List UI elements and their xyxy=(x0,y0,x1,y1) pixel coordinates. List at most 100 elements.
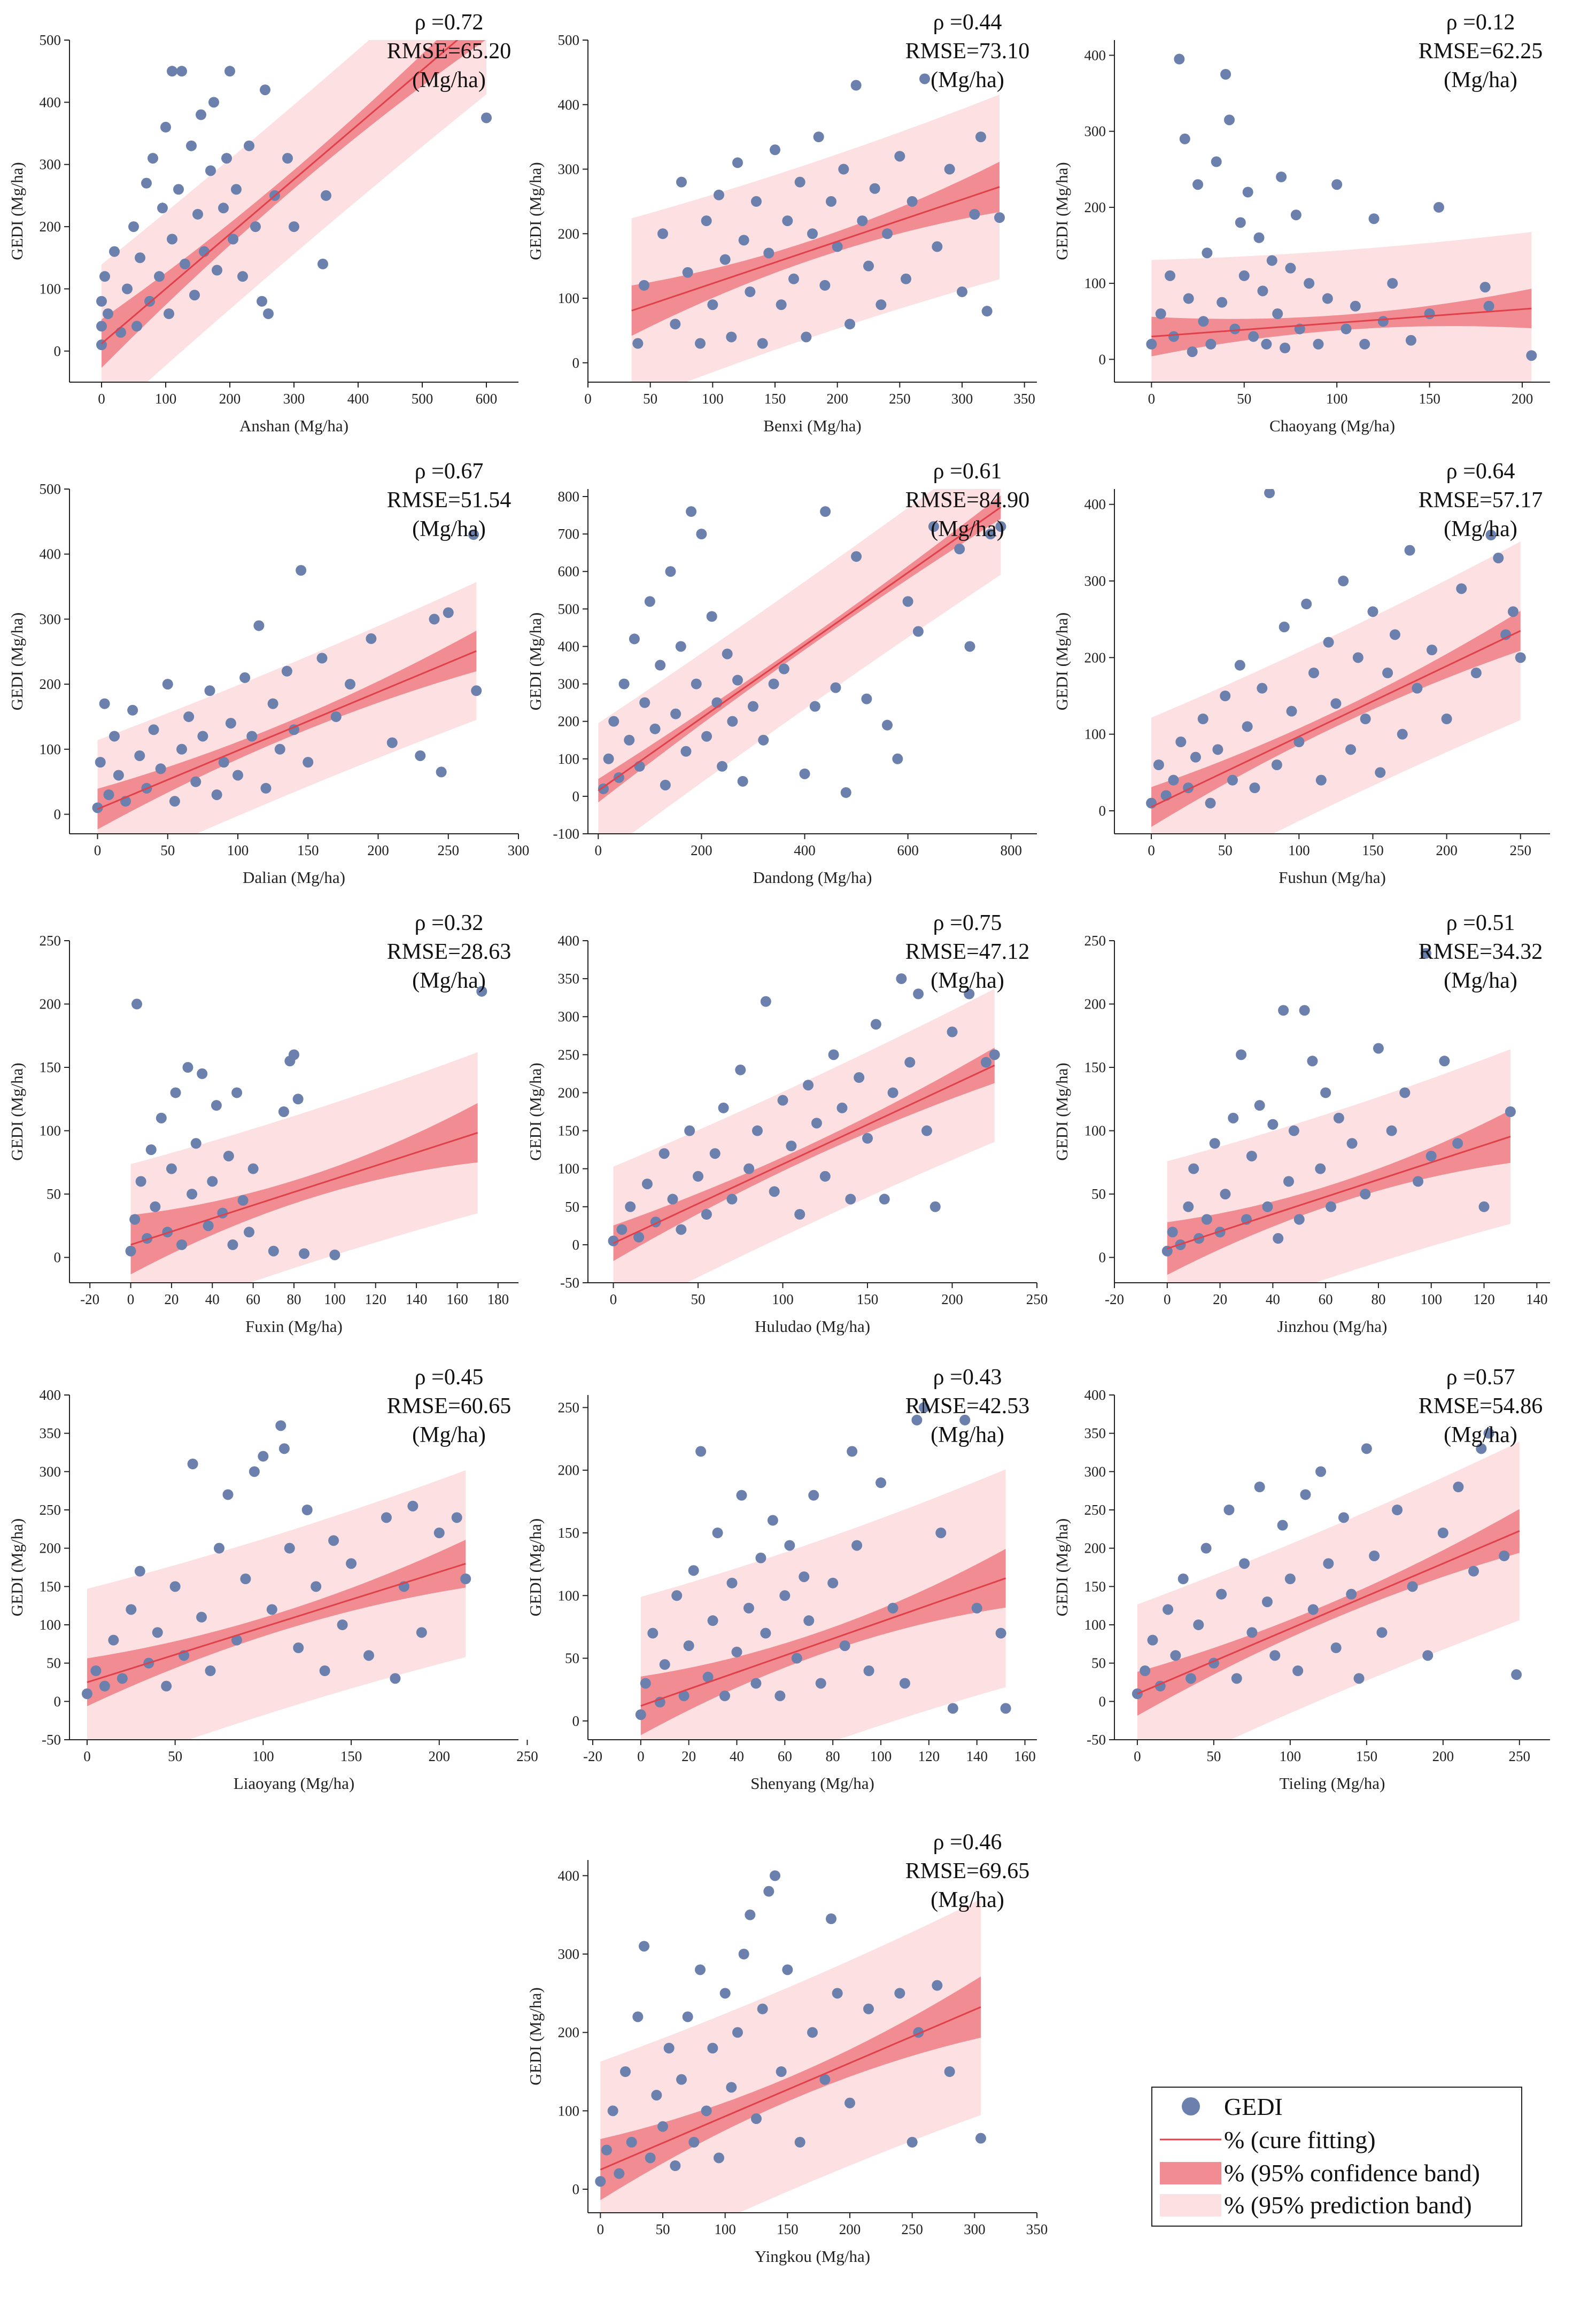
gedi-point xyxy=(204,685,215,696)
legend-label-prediction: % (95% prediction band) xyxy=(1224,2191,1472,2219)
gedi-point xyxy=(847,1446,858,1457)
x-tick-label: 150 xyxy=(764,391,786,407)
x-tick-label: 50 xyxy=(1237,391,1251,407)
gedi-point xyxy=(639,1941,649,1952)
gedi-point xyxy=(827,1577,839,1588)
rmse-unit-label: (Mg/ha) xyxy=(1444,68,1517,92)
gedi-point xyxy=(231,1634,242,1646)
gedi-point xyxy=(644,596,655,607)
gedi-point xyxy=(712,1528,723,1538)
gedi-point xyxy=(1193,1619,1204,1630)
gedi-point xyxy=(719,1690,731,1701)
gedi-point xyxy=(233,770,243,781)
gedi-point xyxy=(651,2090,662,2101)
rmse-label: RMSE=34.32 xyxy=(1419,940,1543,964)
gedi-point xyxy=(894,1988,905,1999)
gedi-point xyxy=(197,1068,208,1079)
gedi-point xyxy=(1368,213,1380,224)
gedi-point xyxy=(794,2137,805,2148)
gedi-point xyxy=(366,633,377,644)
x-tick-label: 200 xyxy=(219,391,241,407)
gedi-point xyxy=(838,164,849,175)
gedi-point xyxy=(296,565,307,576)
y-tick-label: 250 xyxy=(40,933,61,949)
gedi-point xyxy=(433,1528,445,1538)
gedi-point xyxy=(1279,622,1290,632)
gedi-point xyxy=(743,1163,755,1174)
y-tick-label: 400 xyxy=(558,1867,580,1884)
x-tick-label: 0 xyxy=(595,842,602,858)
gedi-point xyxy=(1280,343,1291,353)
gedi-point xyxy=(257,296,267,307)
gedi-point xyxy=(284,1543,295,1554)
gedi-point xyxy=(1323,1558,1334,1569)
y-tick-label: 250 xyxy=(558,1399,580,1415)
gedi-point xyxy=(1277,1520,1288,1531)
gedi-point xyxy=(719,254,731,265)
gedi-point xyxy=(892,753,903,764)
x-tick-label: 100 xyxy=(1288,842,1310,858)
gedi-point xyxy=(735,1064,746,1075)
gedi-point xyxy=(1412,683,1423,694)
gedi-point xyxy=(709,1148,720,1159)
y-tick-label: 400 xyxy=(40,546,61,562)
gedi-point xyxy=(919,73,930,84)
gedi-point xyxy=(714,189,724,200)
gedi-point xyxy=(959,1414,971,1425)
gedi-point xyxy=(819,280,831,291)
gedi-point xyxy=(1476,1443,1487,1454)
y-tick-label: 0 xyxy=(572,2181,580,2197)
x-axis-label: Liaoyang (Mg/ha) xyxy=(234,1774,354,1793)
x-tick-label: 150 xyxy=(1419,391,1440,407)
y-tick-label: 0 xyxy=(54,1693,61,1709)
gedi-point xyxy=(122,283,133,294)
gedi-point xyxy=(386,737,398,748)
x-tick-label: 50 xyxy=(643,391,657,407)
gedi-point xyxy=(208,97,219,108)
x-tick-label: 600 xyxy=(897,842,919,858)
x-tick-label: 100 xyxy=(324,1291,346,1307)
gedi-point xyxy=(750,1678,762,1689)
gedi-point xyxy=(299,1248,310,1259)
gedi-point xyxy=(678,1690,689,1701)
gedi-point xyxy=(1212,744,1223,755)
gedi-point xyxy=(675,641,686,652)
prediction-band xyxy=(87,1470,466,1740)
gedi-point xyxy=(845,319,855,330)
gedi-point xyxy=(774,1690,786,1701)
y-tick-label: 300 xyxy=(558,1009,580,1025)
gedi-point xyxy=(862,1133,873,1144)
gedi-point xyxy=(820,506,831,517)
gedi-point xyxy=(148,153,158,164)
gedi-point xyxy=(311,1581,322,1592)
y-tick-label: 100 xyxy=(558,1587,580,1603)
rmse-label: RMSE=65.20 xyxy=(387,39,512,64)
gedi-point xyxy=(316,653,328,664)
y-tick-label: 150 xyxy=(40,1059,61,1075)
gedi-point xyxy=(1346,1138,1358,1149)
y-axis-label: GEDI (Mg/ha) xyxy=(526,1518,545,1616)
gedi-point xyxy=(1389,629,1400,640)
gedi-point xyxy=(1526,350,1537,361)
x-tick-label: 200 xyxy=(1436,842,1458,858)
gedi-point xyxy=(684,1125,695,1136)
x-axis-label: Chaoyang (Mg/ha) xyxy=(1269,416,1395,435)
gedi-point xyxy=(701,731,712,742)
gedi-point xyxy=(182,1062,193,1073)
gedi-point xyxy=(828,1049,839,1060)
gedi-point xyxy=(1236,1049,1247,1060)
chart-panel-jinzhou: -20 0 20 40 60 80 100 120 140 0 50 100 150 200 250 Jinz… xyxy=(1052,911,1550,1336)
gedi-point xyxy=(947,1703,958,1714)
gedi-point xyxy=(1341,323,1352,335)
y-tick-label: 50 xyxy=(47,1655,61,1671)
gedi-point xyxy=(1505,1106,1516,1117)
gedi-point xyxy=(1000,1703,1011,1714)
gedi-point xyxy=(1333,1112,1344,1123)
y-tick-label: 0 xyxy=(572,1713,580,1729)
gedi-point xyxy=(166,1163,177,1174)
gedi-point xyxy=(190,776,202,787)
gedi-point xyxy=(1293,737,1305,747)
gedi-point xyxy=(1346,1588,1357,1600)
gedi-point xyxy=(1261,338,1272,350)
fit-line xyxy=(640,1577,1006,1707)
